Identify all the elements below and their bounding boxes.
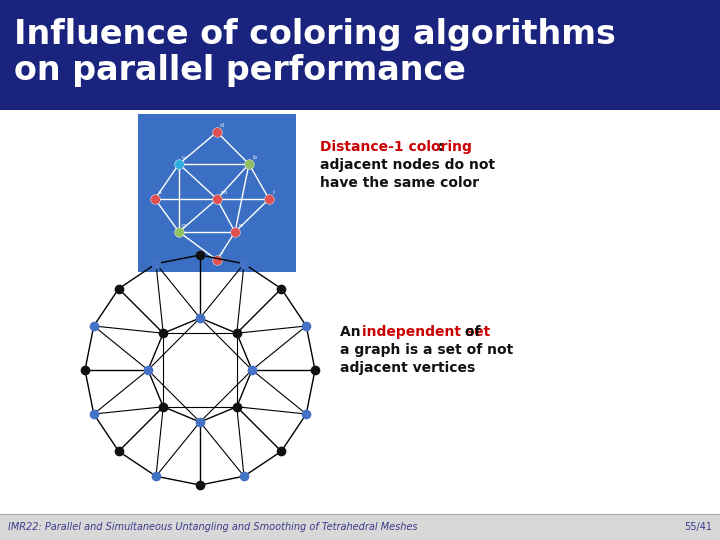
Bar	[138, 114, 296, 272]
Bar	[0, 514, 720, 540]
Text: u: u	[182, 155, 186, 160]
Text: :: :	[433, 140, 444, 154]
Text: m: m	[220, 190, 226, 195]
Text: i: i	[272, 190, 274, 195]
Text: b: b	[252, 155, 256, 160]
Text: r: r	[220, 251, 222, 256]
Text: have the same color: have the same color	[320, 176, 479, 190]
Text: of: of	[460, 325, 480, 339]
Text: a graph is a set of not: a graph is a set of not	[340, 343, 513, 357]
Text: on parallel performance: on parallel performance	[14, 54, 466, 87]
Text: a: a	[158, 190, 162, 195]
Text: n: n	[238, 223, 242, 228]
Text: g: g	[182, 223, 186, 228]
Text: Influence of coloring algorithms: Influence of coloring algorithms	[14, 18, 616, 51]
Text: An: An	[340, 325, 366, 339]
Text: adjacent nodes do not: adjacent nodes do not	[320, 158, 495, 172]
Text: adjacent vertices: adjacent vertices	[340, 361, 475, 375]
Text: independent set: independent set	[362, 325, 490, 339]
Text: Distance-1 coloring: Distance-1 coloring	[320, 140, 472, 154]
Text: IMR22: Parallel and Simultaneous Untangling and Smoothing of Tetrahedral Meshes: IMR22: Parallel and Simultaneous Untangl…	[8, 522, 418, 532]
Text: d: d	[220, 123, 224, 128]
Text: 55/41: 55/41	[684, 522, 712, 532]
Bar	[0, 0, 720, 110]
